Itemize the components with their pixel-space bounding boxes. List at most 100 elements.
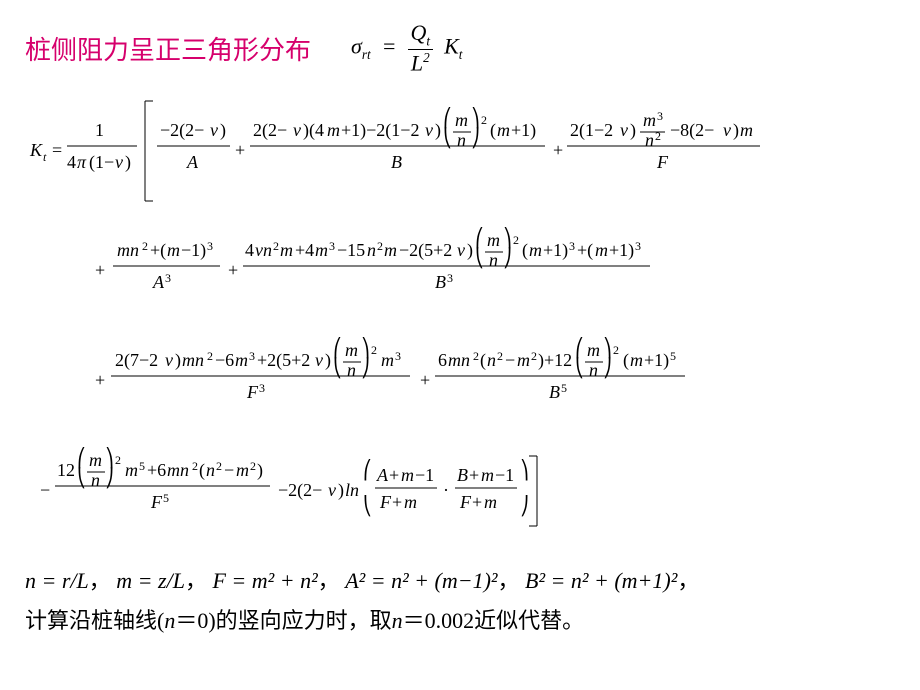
svg-text:3: 3 xyxy=(447,271,453,285)
def-n: n = r/L xyxy=(25,568,89,593)
svg-text:m: m xyxy=(167,240,180,260)
svg-text:2(7−2: 2(7−2 xyxy=(115,350,158,371)
svg-text:B: B xyxy=(549,382,560,402)
note-prefix: 计算沿桩轴线( xyxy=(25,608,164,633)
svg-text:ν: ν xyxy=(425,120,433,140)
svg-text:⎛: ⎛ xyxy=(77,446,86,469)
svg-text:⎞: ⎞ xyxy=(471,106,480,129)
svg-text:n: n xyxy=(487,350,496,370)
def-m: m = z/L xyxy=(116,568,185,593)
svg-text:mn: mn xyxy=(117,240,139,260)
svg-text:m: m xyxy=(587,340,600,360)
svg-text:mn: mn xyxy=(167,460,189,480)
svg-text:m: m xyxy=(235,350,248,370)
svg-text:2: 2 xyxy=(371,343,377,357)
svg-text:⎞: ⎞ xyxy=(520,458,529,481)
svg-text:ν: ν xyxy=(115,152,123,172)
svg-text:2: 2 xyxy=(473,349,479,363)
svg-text:+(: +( xyxy=(577,240,593,261)
svg-text:m: m xyxy=(481,465,494,485)
svg-text:+1): +1) xyxy=(644,350,669,371)
svg-text:2(2−: 2(2− xyxy=(253,120,287,141)
svg-text:m: m xyxy=(401,465,414,485)
svg-text:): ) xyxy=(435,120,441,141)
q-sym: Q xyxy=(411,20,427,45)
svg-text:⎛: ⎛ xyxy=(475,226,484,249)
svg-text:m: m xyxy=(487,230,500,250)
svg-text:3: 3 xyxy=(207,239,213,253)
svg-text:n: n xyxy=(489,250,498,270)
l-sym: L xyxy=(411,51,423,76)
svg-text:2: 2 xyxy=(655,129,661,143)
svg-text:⎞: ⎞ xyxy=(503,226,512,249)
svg-text:3: 3 xyxy=(165,271,171,285)
svg-text:2: 2 xyxy=(613,343,619,357)
svg-text:m: m xyxy=(529,240,542,260)
svg-text:): ) xyxy=(220,120,226,141)
svg-text:3: 3 xyxy=(569,239,575,253)
svg-text:n: n xyxy=(347,360,356,380)
def-F: F = m² + n² xyxy=(212,568,317,593)
svg-text:+1): +1) xyxy=(609,240,634,261)
svg-text:−1: −1 xyxy=(495,465,514,485)
kt-formula-block: .mi{font:italic 18px "Times New Roman";}… xyxy=(25,82,895,555)
svg-text:n: n xyxy=(91,470,100,490)
svg-text:ln: ln xyxy=(345,480,359,500)
header-row: 桩侧阻力呈正三角形分布 σrt = Qt L2 Kt xyxy=(25,20,895,77)
svg-text:1: 1 xyxy=(95,120,104,140)
svg-text:+4: +4 xyxy=(295,240,314,260)
svg-text:=: = xyxy=(52,140,62,160)
svg-text:(: ( xyxy=(490,120,496,141)
svg-text:+: + xyxy=(95,260,105,280)
svg-text:2: 2 xyxy=(115,453,121,467)
svg-text:n: n xyxy=(206,460,215,480)
svg-text:F: F xyxy=(656,152,669,172)
svg-text:2: 2 xyxy=(250,459,256,473)
note-line: 计算沿桩轴线(n＝0)的竖向应力时，取n＝0.002近似代替。 xyxy=(25,603,895,635)
svg-text:+: + xyxy=(420,370,430,390)
svg-text:2: 2 xyxy=(142,239,148,253)
svg-text:+: + xyxy=(95,370,105,390)
svg-text:2: 2 xyxy=(513,233,519,247)
svg-text:⎛: ⎛ xyxy=(363,458,372,481)
note-n1: n xyxy=(164,608,175,633)
definitions-line: n = r/L， m = z/L， F = m² + n²， A² = n² +… xyxy=(25,563,895,595)
svg-text:)(4: )(4 xyxy=(303,120,324,141)
svg-text:−15: −15 xyxy=(337,240,365,260)
svg-text:F: F xyxy=(459,492,472,512)
svg-text:(: ( xyxy=(623,350,629,371)
svg-text:3: 3 xyxy=(657,109,663,123)
svg-text:3: 3 xyxy=(259,381,265,395)
svg-text:): ) xyxy=(175,350,181,371)
svg-text:mn: mn xyxy=(182,350,204,370)
svg-text:3: 3 xyxy=(635,239,641,253)
svg-text:ν: ν xyxy=(723,120,731,140)
k-sub: t xyxy=(459,47,463,62)
svg-text:m: m xyxy=(327,120,340,140)
svg-text:m: m xyxy=(643,110,656,130)
svg-text:B: B xyxy=(457,465,468,485)
svg-text:m: m xyxy=(517,350,530,370)
svg-text:2(1−2: 2(1−2 xyxy=(570,120,613,141)
svg-text:A: A xyxy=(376,465,389,485)
svg-text:⎞: ⎞ xyxy=(105,446,114,469)
svg-text:m: m xyxy=(280,240,293,260)
svg-text:A: A xyxy=(186,152,199,172)
svg-text:K: K xyxy=(29,140,43,160)
svg-text:2: 2 xyxy=(207,349,213,363)
svg-text:(: ( xyxy=(522,240,528,261)
svg-text:⎞: ⎞ xyxy=(361,336,370,359)
svg-text:m: m xyxy=(740,120,753,140)
svg-text:+1): +1) xyxy=(543,240,568,261)
svg-text:): ) xyxy=(125,152,131,173)
svg-text:6: 6 xyxy=(438,350,447,370)
svg-text:B: B xyxy=(391,152,402,172)
svg-text:(1−: (1− xyxy=(89,152,114,173)
svg-text:−2(2−: −2(2− xyxy=(160,120,204,141)
note-n2: n xyxy=(392,608,403,633)
svg-text:ν: ν xyxy=(315,350,323,370)
svg-text:): ) xyxy=(257,460,263,481)
page-title: 桩侧阻力呈正三角形分布 xyxy=(25,30,311,67)
svg-text:(: ( xyxy=(480,350,486,371)
svg-text:ν: ν xyxy=(328,480,336,500)
